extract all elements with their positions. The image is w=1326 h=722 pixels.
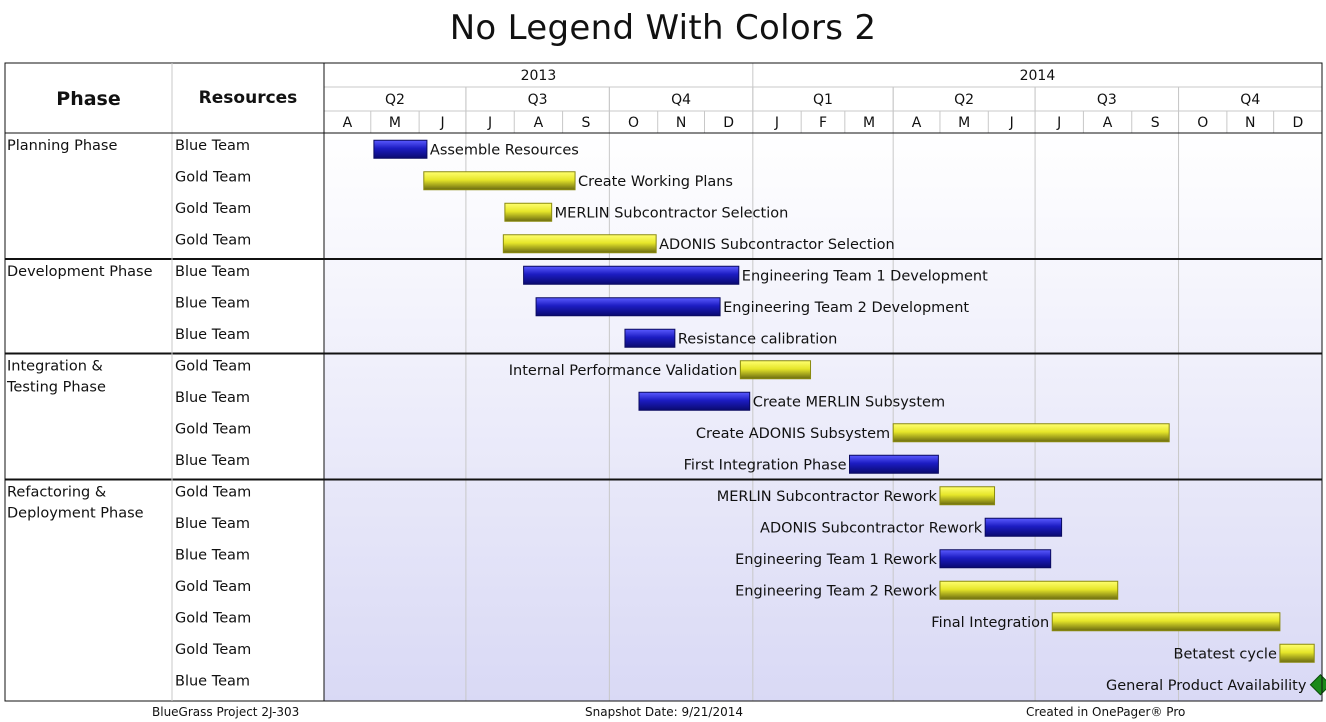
resource-label: Blue Team xyxy=(175,264,250,280)
phase-column-header: Phase xyxy=(56,88,120,110)
milestone-label: General Product Availability xyxy=(1106,678,1307,694)
chart-title: No Legend With Colors 2 xyxy=(449,8,877,48)
resource-label: Gold Team xyxy=(175,170,251,186)
task-label: Create ADONIS Subsystem xyxy=(696,426,890,442)
task-label: MERLIN Subcontractor Selection xyxy=(555,205,789,221)
task-bar xyxy=(984,517,1063,537)
resource-label: Blue Team xyxy=(175,390,250,406)
month-label: A xyxy=(343,115,353,131)
task-label: Final Integration xyxy=(931,615,1049,631)
task-label: Engineering Team 1 Rework xyxy=(735,552,937,568)
task-bar xyxy=(739,360,812,380)
month-label: N xyxy=(1245,115,1255,131)
resource-label: Gold Team xyxy=(175,485,251,501)
month-label: O xyxy=(628,115,639,131)
task-label: First Integration Phase xyxy=(684,457,847,473)
phase-name: Development Phase xyxy=(7,264,153,280)
footer-snapshot-date: Snapshot Date: 9/21/2014 xyxy=(585,705,743,719)
table-frame xyxy=(4,62,1323,702)
month-label: J xyxy=(439,115,444,131)
month-label: J xyxy=(487,115,492,131)
task-label: Engineering Team 1 Development xyxy=(742,268,988,284)
task-label: Resistance calibration xyxy=(678,331,838,347)
resource-label: Blue Team xyxy=(175,327,250,343)
resource-label: Gold Team xyxy=(175,359,251,375)
task-bar xyxy=(939,580,1119,600)
chart-background xyxy=(324,134,1322,701)
month-label: F xyxy=(819,115,827,131)
task-label: Betatest cycle xyxy=(1174,646,1277,662)
footer-project: BlueGrass Project 2J-303 xyxy=(152,705,300,719)
phase-name: Integration & xyxy=(7,359,103,375)
resource-label: Blue Team xyxy=(175,453,250,469)
month-label: D xyxy=(1292,115,1303,131)
task-bar xyxy=(892,423,1170,443)
phase-name: Refactoring & xyxy=(7,485,106,501)
resources-column-header: Resources xyxy=(199,88,298,108)
task-bar xyxy=(939,486,996,506)
task-label: Create MERLIN Subsystem xyxy=(753,394,945,410)
task-label: Engineering Team 2 Rework xyxy=(735,583,937,599)
quarter-label: Q3 xyxy=(528,92,548,108)
task-label: ADONIS Subcontractor Rework xyxy=(760,520,983,536)
quarter-label: Q2 xyxy=(954,92,974,108)
year-label: 2014 xyxy=(1020,68,1056,84)
resource-label: Blue Team xyxy=(175,138,250,154)
task-bar xyxy=(1279,643,1315,663)
year-label: 2013 xyxy=(521,68,557,84)
quarter-label: Q3 xyxy=(1097,92,1117,108)
resource-label: Gold Team xyxy=(175,579,251,595)
resource-label: Gold Team xyxy=(175,642,251,658)
resource-label: Gold Team xyxy=(175,422,251,438)
task-bar xyxy=(638,391,751,411)
month-label: A xyxy=(1103,115,1113,131)
quarter-label: Q4 xyxy=(671,92,691,108)
phase-name: Testing Phase xyxy=(6,380,106,396)
task-bar xyxy=(1051,612,1281,632)
phase-name: Deployment Phase xyxy=(7,506,144,522)
phase-name: Planning Phase xyxy=(7,138,117,154)
task-bar xyxy=(502,234,657,254)
task-bar xyxy=(373,139,428,159)
month-label: J xyxy=(1009,115,1014,131)
task-bar xyxy=(523,265,740,285)
month-label: M xyxy=(863,115,875,131)
month-label: A xyxy=(534,115,544,131)
month-label: M xyxy=(958,115,970,131)
task-label: Internal Performance Validation xyxy=(509,363,738,379)
month-label: M xyxy=(389,115,401,131)
resource-label: Gold Team xyxy=(175,201,251,217)
task-bar xyxy=(939,549,1052,569)
task-label: ADONIS Subcontractor Selection xyxy=(659,237,895,253)
quarter-label: Q4 xyxy=(1240,92,1260,108)
resource-label: Blue Team xyxy=(175,548,250,564)
month-label: D xyxy=(723,115,734,131)
month-label: N xyxy=(676,115,686,131)
resource-label: Blue Team xyxy=(175,296,250,312)
month-label: S xyxy=(1151,115,1160,131)
month-label: J xyxy=(774,115,779,131)
resource-label: Blue Team xyxy=(175,674,250,690)
month-label: O xyxy=(1197,115,1208,131)
task-label: MERLIN Subcontractor Rework xyxy=(717,489,938,505)
month-label: A xyxy=(912,115,922,131)
task-label: Create Working Plans xyxy=(578,174,733,190)
resource-label: Blue Team xyxy=(175,516,250,532)
task-bar xyxy=(624,328,676,348)
task-label: Assemble Resources xyxy=(430,142,579,158)
month-label: S xyxy=(582,115,591,131)
task-bar xyxy=(504,202,553,222)
task-bar xyxy=(423,171,576,191)
resource-label: Gold Team xyxy=(175,233,251,249)
quarter-label: Q1 xyxy=(813,92,833,108)
quarter-label: Q2 xyxy=(385,92,405,108)
month-label: J xyxy=(1056,115,1061,131)
task-bar xyxy=(849,454,939,474)
task-bar xyxy=(535,297,721,317)
footer-created-in: Created in OnePager® Pro xyxy=(1026,705,1186,719)
task-label: Engineering Team 2 Development xyxy=(723,300,969,316)
resource-label: Gold Team xyxy=(175,611,251,627)
